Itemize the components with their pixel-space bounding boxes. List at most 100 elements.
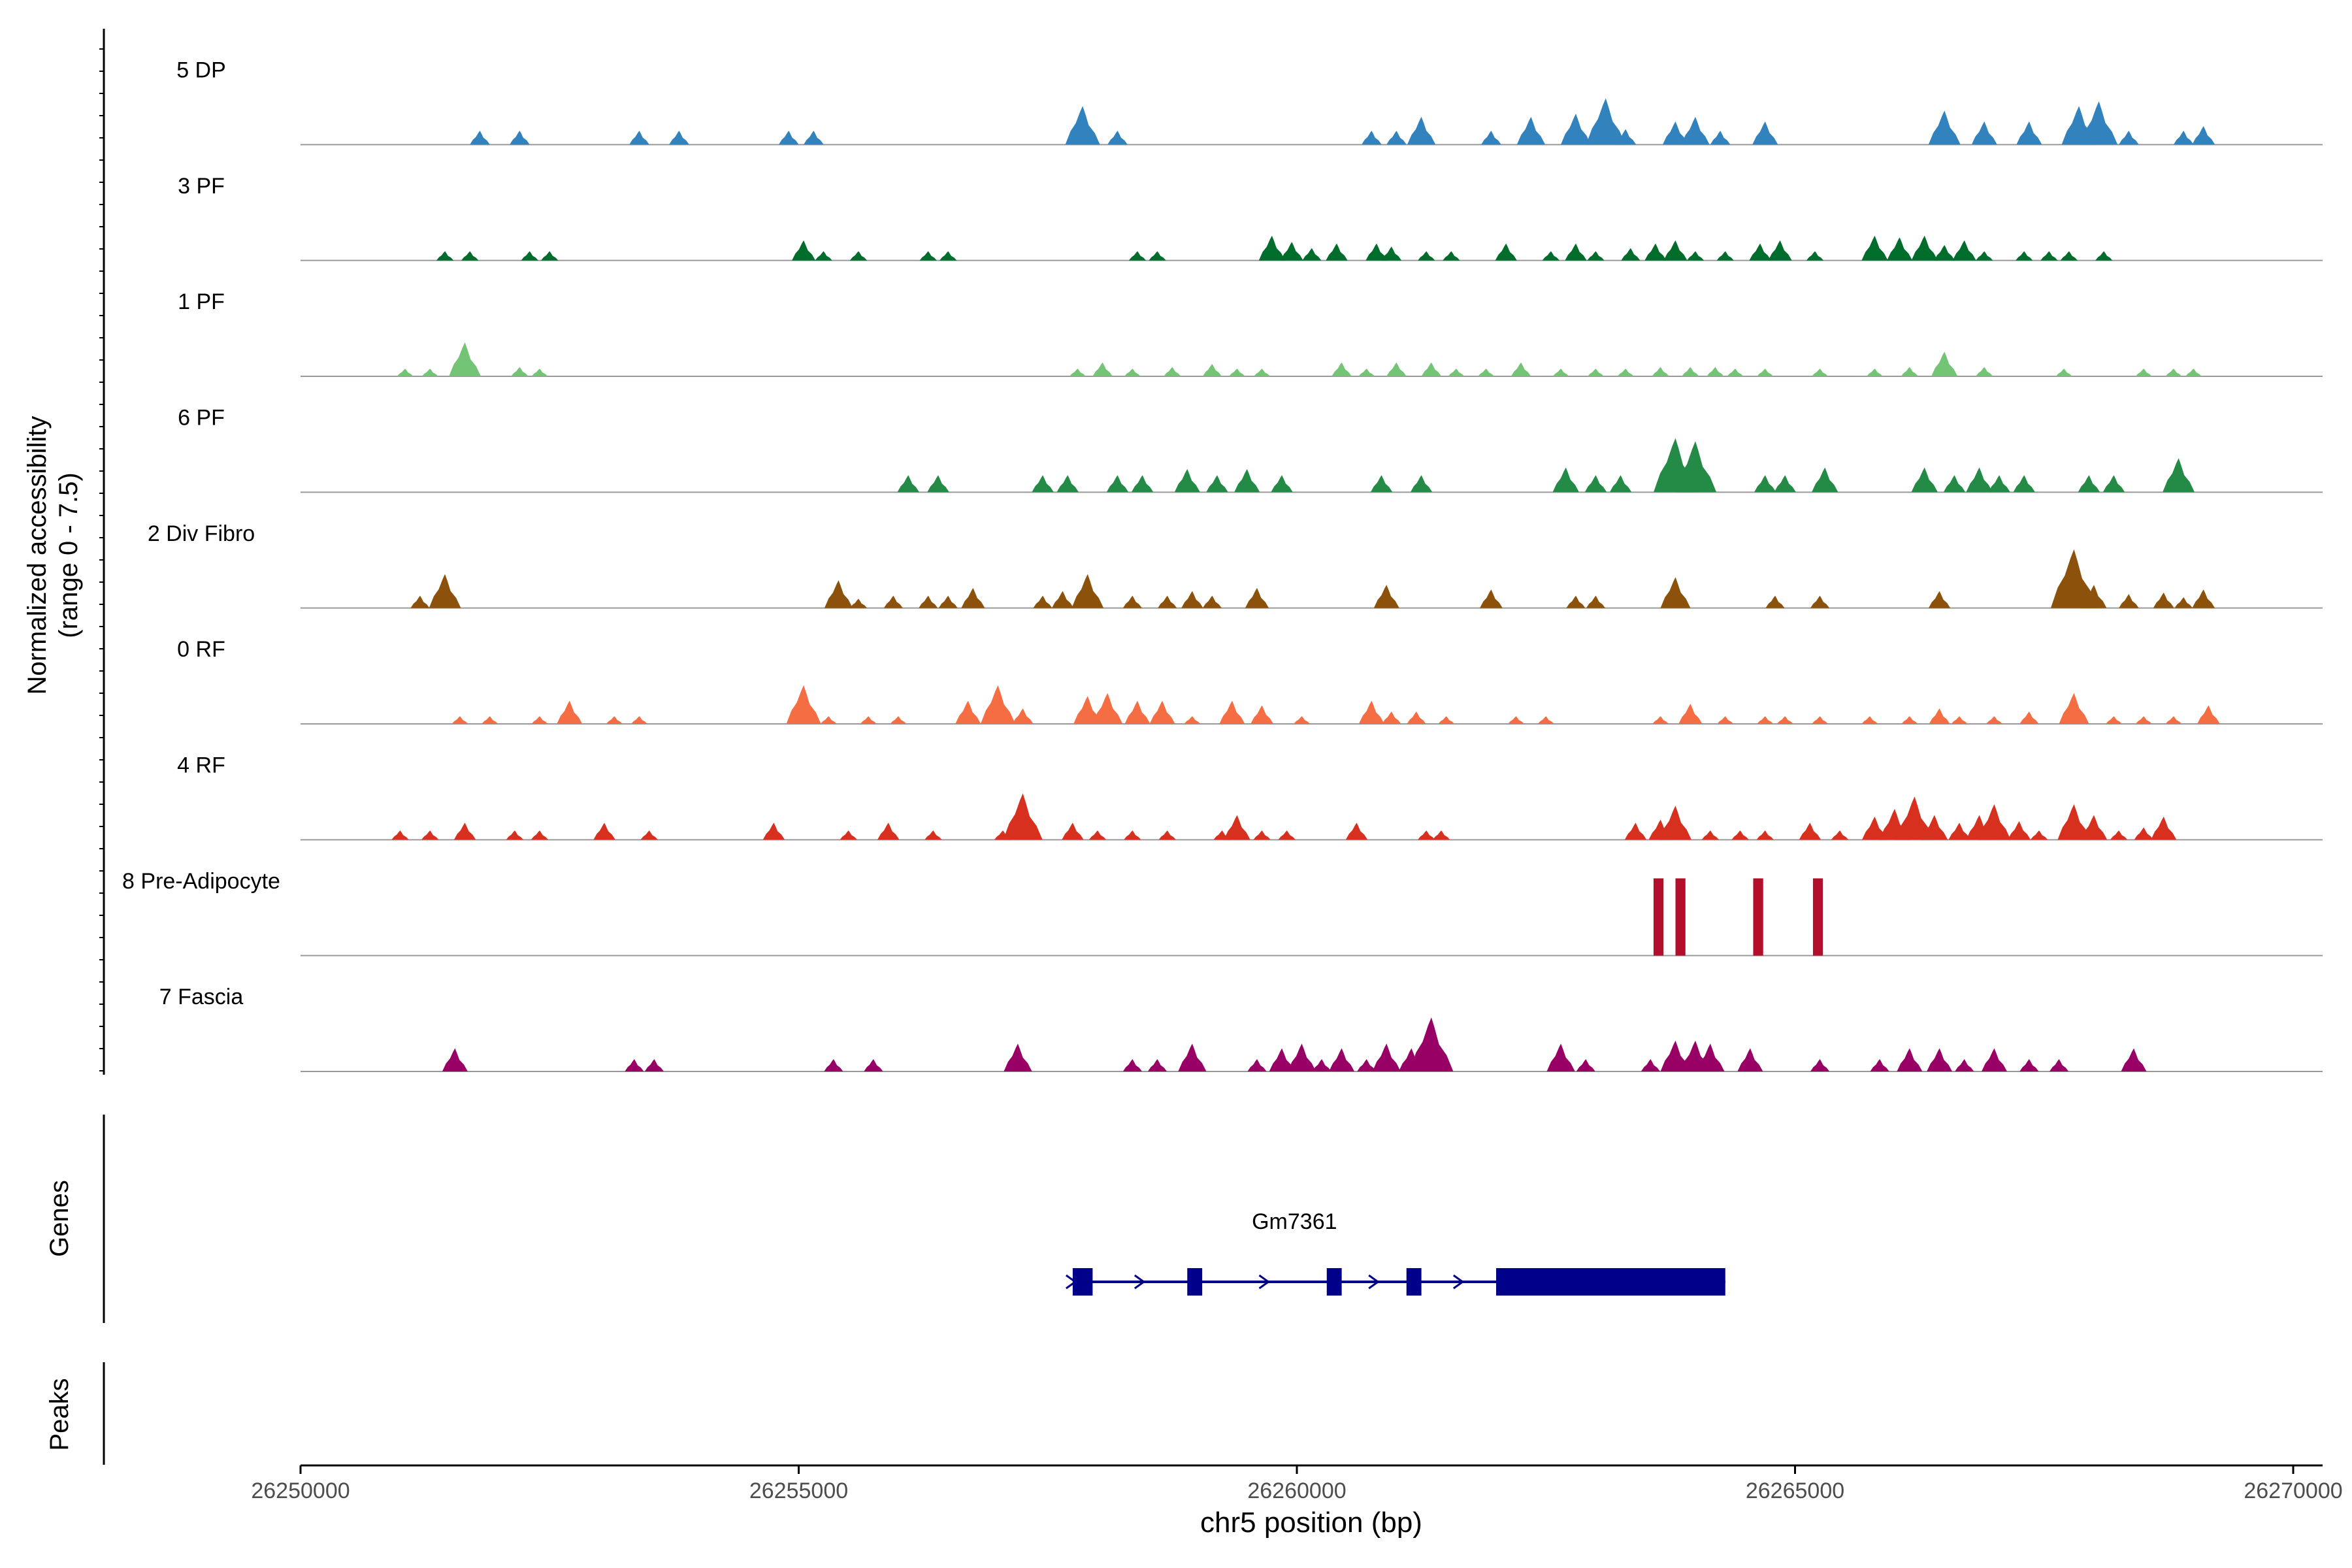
coverage-peak — [506, 830, 524, 840]
coverage-peak — [1931, 351, 1958, 376]
coverage-peak — [1870, 1059, 1889, 1071]
coverage-peak — [2121, 1048, 2147, 1071]
coverage-peak — [1358, 700, 1384, 724]
coverage-peak — [955, 700, 981, 724]
coverage-peak — [1895, 796, 1934, 840]
coverage-peak — [1765, 595, 1785, 608]
coverage-peak — [1409, 1017, 1454, 1071]
coverage-peak — [1644, 243, 1667, 261]
coverage-peak — [1443, 251, 1460, 261]
coverage-peak — [1982, 1048, 2007, 1071]
coverage-peak — [1928, 591, 1951, 608]
coverage-peak — [421, 368, 438, 376]
coverage-peak — [1678, 704, 1703, 724]
coverage-peak — [2059, 693, 2089, 724]
coverage-peak — [482, 716, 498, 724]
track-label: 0 RF — [177, 637, 225, 662]
coverage-peak — [1107, 131, 1128, 145]
track-0-rf — [301, 685, 2323, 725]
coverage-peak — [1955, 1059, 1974, 1071]
coverage-peak — [1686, 251, 1705, 261]
track-4-rf — [301, 793, 2323, 841]
track-label: 7 Fascia — [159, 985, 244, 1009]
coverage-peak — [2019, 711, 2039, 724]
coverage-peak — [1624, 823, 1647, 840]
coverage-peak — [1092, 693, 1123, 724]
coverage-peak — [1278, 830, 1296, 840]
coverage-peak — [510, 131, 530, 145]
coverage-peak — [1164, 367, 1181, 376]
coverage-peak — [961, 587, 985, 608]
coverage-peak — [2197, 705, 2220, 724]
coverage-peak — [2030, 830, 2048, 840]
coverage-peak — [644, 1059, 664, 1071]
coverage-peak — [1615, 129, 1637, 145]
strand-arrow — [1134, 1274, 1146, 1290]
coverage-peak — [1887, 237, 1913, 261]
coverage-peak — [2019, 1059, 2039, 1071]
track-label: 5 DP — [176, 57, 226, 82]
coverage-peak — [2081, 585, 2107, 608]
coverage-peak — [1861, 716, 1878, 724]
coverage-peak — [1976, 367, 1993, 376]
coverage-peak — [531, 368, 548, 376]
track-7-fascia — [301, 1017, 2323, 1072]
coverage-peak — [1749, 243, 1771, 261]
coverage-peak — [2163, 458, 2195, 493]
coverage-peak — [1294, 716, 1311, 724]
coverage-peak — [1438, 716, 1455, 724]
coverage-peak — [1147, 1059, 1168, 1071]
coverage-peak — [442, 1048, 468, 1071]
track-label: 3 PF — [178, 174, 225, 199]
coverage-peak — [1774, 475, 1796, 493]
coverage-peak — [1812, 467, 1838, 493]
coverage-peak — [1004, 1043, 1032, 1071]
coverage-tracks — [301, 98, 2323, 1072]
coverage-peak — [1641, 1059, 1660, 1071]
x-axis-ticks: 26250000 26255000 26260000 26265000 26270000 — [251, 1465, 2343, 1503]
coverage-peak — [1258, 235, 1286, 261]
coverage-peak — [1269, 1048, 1295, 1071]
coverage-peak — [1566, 595, 1586, 608]
coverage-peak — [1088, 830, 1107, 840]
coverage-peak — [1576, 1059, 1595, 1071]
coverage-peak — [1250, 705, 1273, 724]
coverage-peak — [1897, 1048, 1923, 1071]
coverage-peak — [1588, 368, 1604, 376]
coverage-peak — [1407, 116, 1436, 145]
coverage-peak — [1410, 475, 1433, 493]
coverage-peak — [2040, 251, 2058, 261]
coverage-peak — [1565, 243, 1587, 261]
coverage-peak — [1976, 251, 1993, 261]
coverage-peak — [2192, 126, 2215, 145]
coverage-peak — [449, 342, 481, 376]
track-8-pre-adipocyte — [301, 878, 2323, 956]
coverage-peak — [531, 830, 549, 840]
coverage-peak — [421, 830, 439, 840]
track-1-pf — [301, 342, 2323, 377]
coverage-peak — [436, 251, 454, 261]
coverage-peak — [1508, 716, 1524, 724]
track-label: 8 Pre-Adipocyte — [122, 869, 280, 894]
coverage-peak — [1003, 793, 1043, 840]
coverage-peak — [531, 716, 548, 724]
coverage-peak — [1934, 245, 1955, 261]
coverage-peak — [631, 716, 647, 724]
coverage-peak — [1621, 248, 1641, 261]
coverage-peak — [1326, 243, 1348, 261]
coverage-peak — [1701, 830, 1720, 840]
y-axis-label-range: (range 0 - 7.5) — [54, 472, 83, 638]
coverage-peak — [1901, 716, 1918, 724]
coverage-peak — [1861, 235, 1888, 261]
gene-exon — [1326, 1268, 1342, 1296]
coverage-peak — [1302, 248, 1322, 261]
coverage-peak — [2055, 368, 2072, 376]
coverage-peak — [1537, 716, 1554, 724]
coverage-peak — [2151, 816, 2177, 840]
coverage-peak — [1480, 589, 1503, 608]
gene-exon — [1406, 1268, 1422, 1296]
coverage-peak — [938, 595, 958, 608]
coverage-peak — [924, 830, 942, 840]
coverage-peak — [1149, 251, 1166, 261]
coverage-peak — [625, 1059, 644, 1071]
